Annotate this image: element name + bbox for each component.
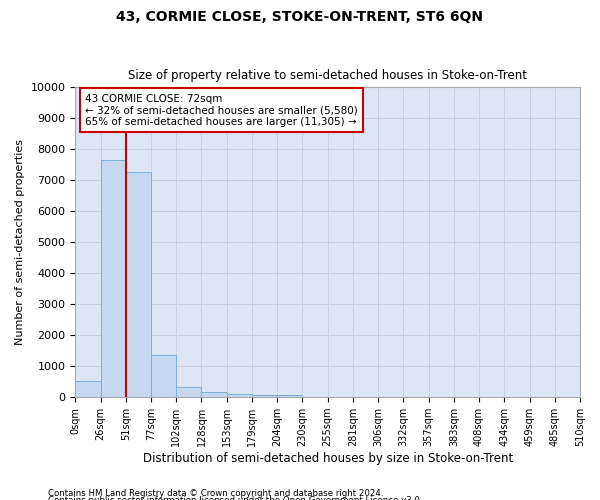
Bar xyxy=(252,394,277,397)
Text: 43, CORMIE CLOSE, STOKE-ON-TRENT, ST6 6QN: 43, CORMIE CLOSE, STOKE-ON-TRENT, ST6 6Q… xyxy=(116,10,484,24)
Title: Size of property relative to semi-detached houses in Stoke-on-Trent: Size of property relative to semi-detach… xyxy=(128,69,527,82)
Bar xyxy=(151,355,176,397)
Bar xyxy=(75,381,101,397)
Bar xyxy=(101,160,126,397)
Bar xyxy=(227,394,252,397)
Text: Contains public sector information licensed under the Open Government Licence v3: Contains public sector information licen… xyxy=(48,496,422,500)
Bar xyxy=(202,392,227,397)
Text: Contains HM Land Registry data © Crown copyright and database right 2024.: Contains HM Land Registry data © Crown c… xyxy=(48,488,383,498)
Y-axis label: Number of semi-detached properties: Number of semi-detached properties xyxy=(15,140,25,346)
X-axis label: Distribution of semi-detached houses by size in Stoke-on-Trent: Distribution of semi-detached houses by … xyxy=(143,452,513,465)
Bar xyxy=(126,172,151,397)
Bar xyxy=(176,388,202,397)
Bar xyxy=(277,396,302,397)
Text: 43 CORMIE CLOSE: 72sqm
← 32% of semi-detached houses are smaller (5,580)
65% of : 43 CORMIE CLOSE: 72sqm ← 32% of semi-det… xyxy=(85,94,358,126)
